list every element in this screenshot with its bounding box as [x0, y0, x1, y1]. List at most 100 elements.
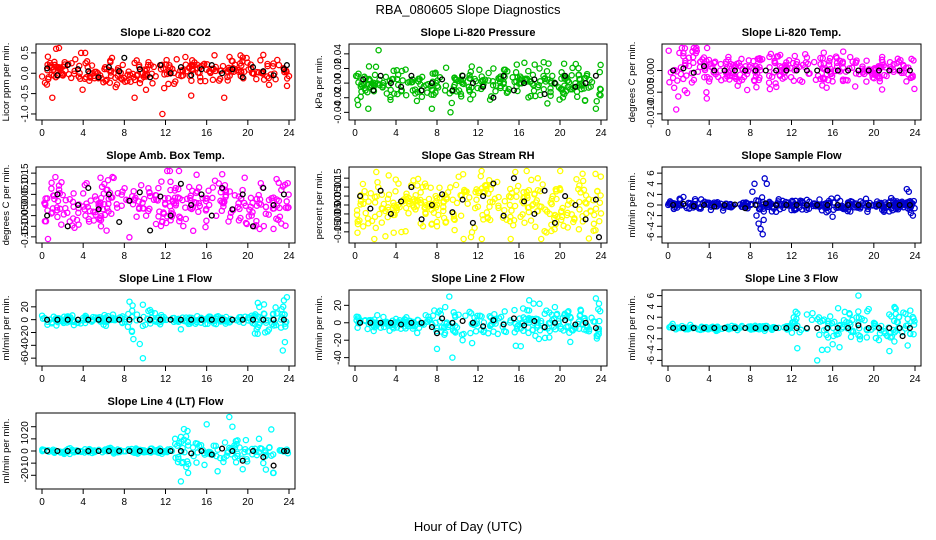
data-point: [580, 186, 588, 194]
data-point: [666, 79, 673, 86]
reference-point: [814, 201, 821, 209]
y-axis-label: kPa per min.: [314, 55, 325, 108]
data-point: [792, 308, 799, 316]
data-point: [85, 215, 93, 223]
outlier-point: [129, 302, 136, 309]
data-point: [666, 324, 673, 331]
data-point: [218, 170, 226, 178]
reference-point: [239, 316, 246, 323]
data-point: [520, 189, 527, 196]
data-point: [725, 53, 732, 61]
data-point: [547, 92, 554, 99]
data-point: [816, 202, 824, 209]
data-point: [733, 60, 741, 68]
panel-7: Slope Line 1 Flow ml/min per min. 0 4 8 12 16 2…: [1, 273, 296, 385]
data-point: [831, 318, 838, 326]
reference-point: [680, 65, 687, 72]
outlier-point: [886, 311, 893, 318]
reference-point: [387, 319, 394, 326]
data-point: [765, 79, 773, 86]
reference-point: [418, 319, 425, 326]
x-tick-label: 8: [434, 128, 440, 139]
data-point: [164, 194, 172, 202]
reference-point: [74, 447, 82, 455]
reference-point: [367, 205, 374, 212]
data-point: [517, 213, 524, 221]
data-point: [512, 168, 519, 176]
y-tick-label: 0.05: [20, 184, 31, 204]
data-point: [81, 206, 88, 213]
data-point: [98, 183, 106, 191]
data-point: [507, 235, 514, 243]
outlier-point: [139, 354, 147, 362]
data-point: [101, 211, 109, 219]
data-point: [442, 64, 450, 71]
outlier-point: [577, 306, 584, 313]
data-point: [569, 64, 576, 72]
outlier-point: [131, 94, 138, 101]
data-point: [534, 186, 542, 194]
y-axis-label: ml/min per min.: [627, 173, 638, 238]
outlier-point: [177, 478, 185, 485]
x-tick-label: 20: [554, 128, 566, 139]
data-point: [261, 310, 268, 318]
data-point: [253, 75, 260, 83]
y-tick-label: 2: [646, 314, 657, 320]
data-point: [703, 44, 711, 52]
data-point: [506, 218, 514, 225]
x-tick-label: 8: [748, 128, 754, 139]
data-point: [833, 327, 840, 335]
data-point: [473, 196, 480, 203]
reference-point: [249, 64, 257, 71]
data-point: [546, 327, 554, 335]
reference-point: [469, 319, 476, 326]
data-point: [892, 310, 900, 318]
x-tick-label: 24: [595, 251, 607, 262]
data-point: [495, 193, 502, 201]
reference-point: [260, 184, 267, 192]
data-point: [264, 62, 271, 70]
data-point: [529, 200, 537, 208]
x-tick-label: 8: [122, 128, 128, 139]
x-tick-label: 4: [393, 251, 399, 262]
data-point: [525, 94, 532, 101]
reference-point: [551, 219, 558, 226]
x-tick-label: 8: [122, 497, 128, 508]
data-point: [478, 235, 486, 243]
data-point: [596, 217, 603, 225]
data-point: [53, 204, 61, 211]
data-point: [91, 193, 99, 200]
data-point: [130, 196, 137, 204]
reference-point: [845, 324, 852, 332]
data-point: [870, 319, 878, 327]
reference-point: [177, 64, 184, 71]
data-point: [54, 63, 61, 71]
reference-point: [595, 234, 603, 241]
data-point: [579, 170, 586, 178]
data-point: [572, 60, 580, 68]
data-point: [834, 194, 841, 202]
data-point: [413, 203, 420, 210]
data-point: [143, 73, 150, 80]
data-point: [592, 205, 600, 212]
y-tick-label: -2: [646, 334, 657, 343]
reference-point: [387, 80, 394, 87]
data-point: [910, 321, 918, 328]
data-point: [118, 191, 125, 198]
x-tick-label: 16: [827, 374, 839, 385]
data-point: [876, 63, 884, 70]
data-point: [506, 185, 514, 193]
data-point: [432, 69, 439, 77]
data-point: [433, 218, 441, 226]
data-point: [847, 208, 854, 215]
data-point: [166, 167, 174, 175]
data-point: [596, 307, 604, 315]
data-point: [38, 73, 46, 80]
data-point: [392, 188, 399, 195]
data-point: [181, 448, 188, 456]
data-point: [579, 177, 587, 185]
data-point: [262, 203, 270, 211]
reference-point: [773, 324, 780, 332]
data-point: [224, 77, 231, 84]
data-point: [136, 79, 144, 87]
